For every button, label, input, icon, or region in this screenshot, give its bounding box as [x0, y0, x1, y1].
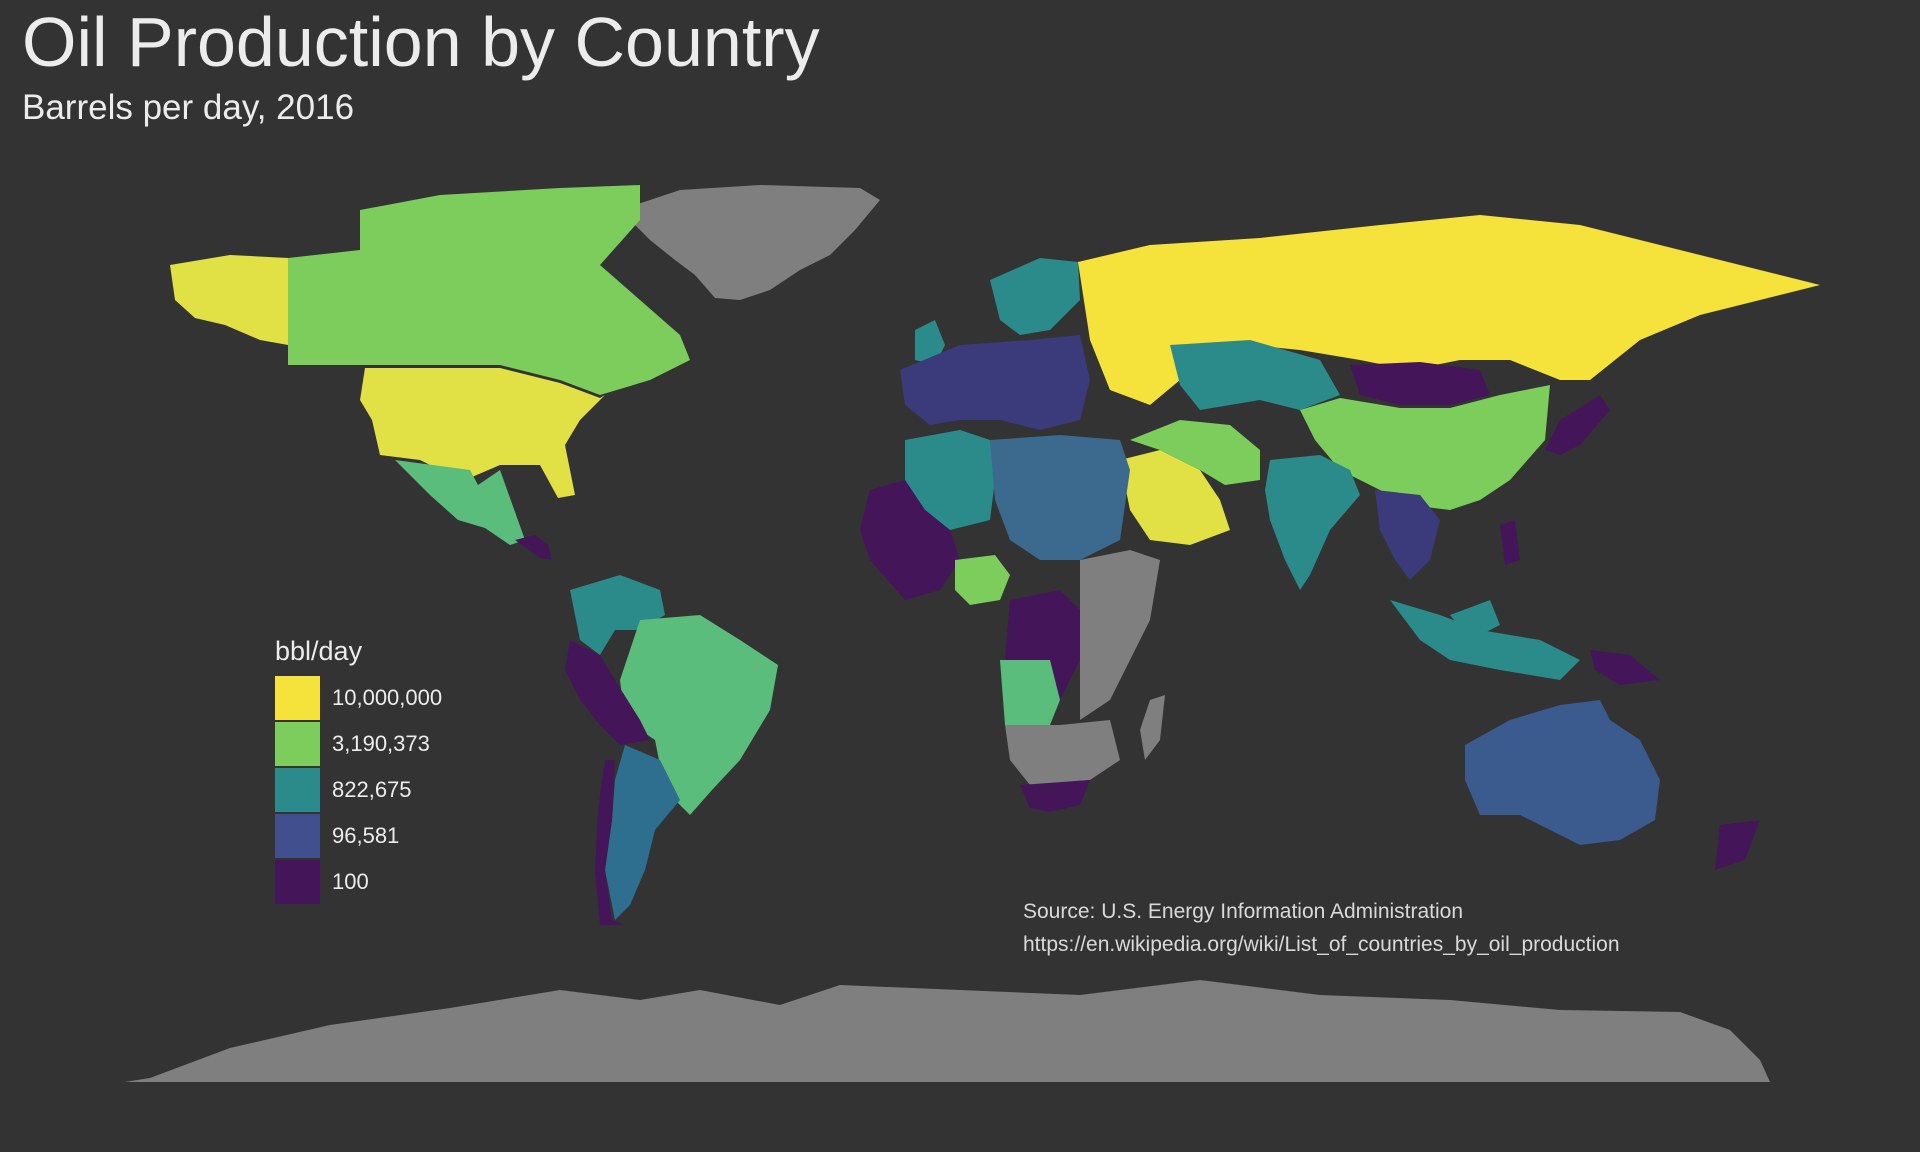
legend-item: 100 [275, 859, 442, 905]
region-india [1265, 455, 1360, 590]
region-angola [1000, 660, 1060, 725]
legend-item: 3,190,373 [275, 721, 442, 767]
legend-swatch [275, 860, 320, 904]
region-norway-uk [990, 258, 1080, 335]
region-japan [1545, 395, 1610, 455]
region-alaska [170, 255, 288, 345]
region-china [1300, 385, 1550, 510]
region-argentina [605, 745, 680, 920]
region-southern-africa [1005, 720, 1120, 785]
region-kazakhstan [1170, 340, 1340, 410]
map-title: Oil Production by Country [22, 3, 820, 81]
legend-item: 96,581 [275, 813, 442, 859]
region-madagascar [1140, 695, 1165, 760]
region-west-africa [860, 480, 960, 600]
map-subtitle: Barrels per day, 2016 [22, 88, 355, 127]
region-australia [1465, 700, 1660, 845]
legend-swatch [275, 676, 320, 720]
region-brazil [620, 615, 778, 815]
legend-swatch [275, 814, 320, 858]
region-papua [1590, 650, 1660, 685]
legend-label: 96,581 [332, 823, 400, 848]
region-russia [1078, 215, 1820, 405]
region-indonesia [1390, 600, 1580, 680]
legend-label: 100 [332, 869, 369, 894]
region-antarctica [125, 980, 1770, 1082]
legend-item: 822,675 [275, 767, 442, 813]
legend-swatch [275, 768, 320, 812]
legend-label: 10,000,000 [332, 685, 443, 710]
region-saudi-arabia [1120, 450, 1230, 545]
region-nigeria [955, 555, 1010, 605]
region-south-africa [1020, 780, 1090, 812]
legend-label: 822,675 [332, 777, 412, 802]
region-southeast-asia [1375, 490, 1440, 580]
legend: bbl/day 10,000,000 3,190,373 822,675 96,… [275, 636, 442, 905]
legend-label: 3,190,373 [332, 731, 430, 756]
region-colombia-venezuela [570, 575, 665, 655]
region-iran-iraq [1130, 420, 1260, 485]
region-new-zealand [1715, 820, 1760, 870]
legend-swatch [275, 722, 320, 766]
region-peru-bolivia [565, 640, 650, 745]
region-greenland [620, 185, 880, 300]
region-chile [595, 760, 625, 925]
region-uk [915, 320, 945, 365]
region-malaysia [1450, 600, 1500, 640]
region-europe [900, 335, 1090, 430]
legend-item: 10,000,000 [275, 675, 442, 721]
region-east-africa [1080, 550, 1160, 720]
region-mongolia [1350, 362, 1490, 405]
region-central-america [515, 535, 552, 560]
region-canada [288, 185, 690, 395]
region-united-states [360, 368, 605, 498]
source-line: Source: U.S. Energy Information Administ… [1023, 900, 1464, 923]
region-philippines [1500, 520, 1520, 565]
region-north-africa-west [905, 430, 995, 530]
region-mexico [395, 460, 525, 545]
source-url: https://en.wikipedia.org/wiki/List_of_co… [1023, 933, 1620, 956]
region-north-africa-east [990, 435, 1130, 560]
source-caption: Source: U.S. Energy Information Administ… [1023, 895, 1620, 961]
legend-title: bbl/day [275, 636, 363, 666]
